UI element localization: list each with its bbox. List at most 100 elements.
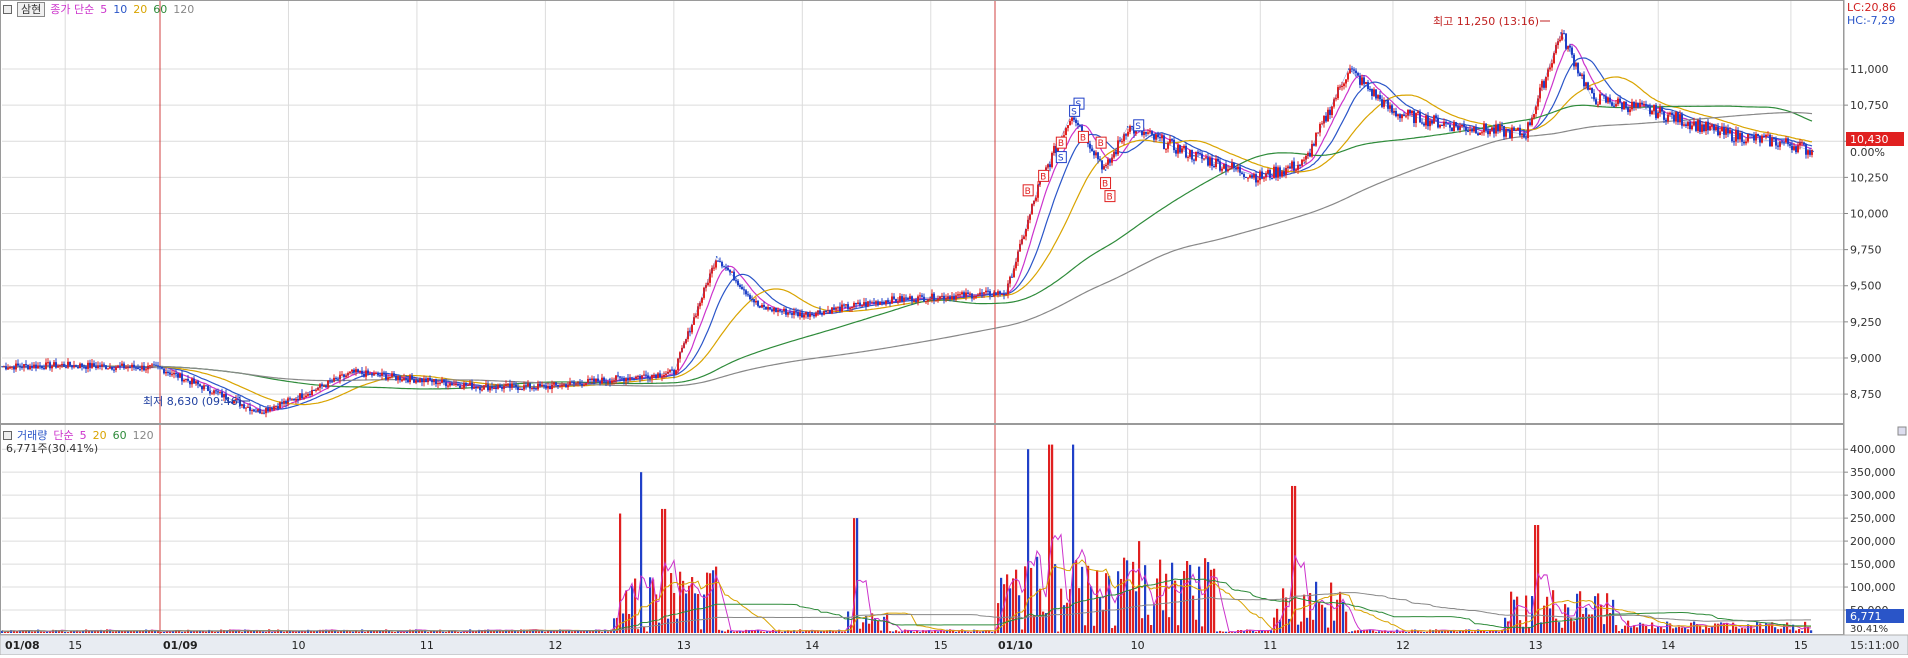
volume-panel-frame bbox=[0, 424, 1844, 635]
candle-body bbox=[1523, 133, 1525, 138]
volume-bar bbox=[1588, 614, 1591, 633]
candle-body bbox=[1225, 163, 1227, 172]
candle-body bbox=[463, 383, 465, 388]
volume-bar bbox=[706, 572, 709, 633]
panel-collapse-button[interactable] bbox=[1897, 426, 1907, 436]
candle-body bbox=[879, 301, 881, 305]
candle-body bbox=[1581, 74, 1583, 77]
volume-bar bbox=[1039, 588, 1042, 633]
menu-square-icon[interactable] bbox=[3, 4, 12, 14]
current-pct-label: 0.00% bbox=[1850, 146, 1885, 159]
candle-body bbox=[575, 383, 577, 385]
volume-bar bbox=[1693, 621, 1696, 633]
candle-body bbox=[1175, 150, 1177, 154]
volume-bar bbox=[787, 630, 790, 633]
candle-body bbox=[325, 385, 327, 388]
candle-body bbox=[207, 385, 209, 391]
volume-bar bbox=[403, 631, 406, 633]
candle-body bbox=[341, 374, 343, 376]
candle-body bbox=[1683, 124, 1685, 126]
candle-body bbox=[1323, 115, 1325, 124]
volume-bar bbox=[16, 631, 19, 633]
candle-body bbox=[559, 386, 561, 388]
volume-bar bbox=[580, 631, 583, 633]
volume-bar bbox=[1612, 599, 1615, 633]
candle-body bbox=[771, 309, 773, 312]
candle-body bbox=[283, 401, 285, 404]
volume-bar bbox=[73, 630, 76, 633]
volume-bar bbox=[1471, 631, 1474, 633]
volume-bar bbox=[1654, 628, 1657, 633]
candle-body bbox=[557, 384, 559, 387]
candle-body bbox=[215, 390, 217, 392]
volume-bar bbox=[631, 586, 634, 633]
candle-body bbox=[1113, 151, 1115, 158]
volume-bar bbox=[358, 631, 361, 633]
candle-body bbox=[509, 383, 511, 388]
candle-body bbox=[1793, 146, 1795, 150]
volume-bar bbox=[871, 613, 874, 633]
volume-bar bbox=[805, 630, 808, 633]
candle-body bbox=[1561, 33, 1563, 40]
candle-body bbox=[1757, 133, 1759, 136]
candle-body bbox=[1417, 111, 1419, 114]
time-tick-label: 11 bbox=[1263, 639, 1277, 652]
candle-body bbox=[255, 411, 257, 413]
volume-bar bbox=[1162, 610, 1165, 633]
volume-bar bbox=[607, 631, 610, 633]
volume-bar bbox=[925, 630, 928, 633]
volume-bar bbox=[679, 571, 682, 633]
candle-body bbox=[1555, 45, 1557, 54]
candle-body bbox=[1583, 74, 1585, 87]
candle-body bbox=[1247, 177, 1249, 179]
candle-body bbox=[111, 366, 113, 370]
volume-bar bbox=[1084, 625, 1087, 633]
volume-bar bbox=[232, 630, 235, 633]
price-point bbox=[64, 364, 66, 367]
candle-body bbox=[225, 393, 227, 400]
volume-bar bbox=[1099, 596, 1102, 633]
candle-body bbox=[1001, 294, 1003, 296]
candle-body bbox=[561, 384, 563, 387]
candle-body bbox=[25, 364, 27, 366]
volume-bar bbox=[184, 631, 187, 633]
menu-square-icon[interactable] bbox=[3, 430, 12, 440]
candle-body bbox=[1505, 129, 1507, 137]
volume-bar bbox=[1375, 631, 1378, 633]
candle-body bbox=[1525, 137, 1527, 139]
candle-body bbox=[845, 304, 847, 306]
stock-name-button[interactable]: 삼현 bbox=[17, 1, 46, 17]
candle-body bbox=[1007, 283, 1009, 295]
candle-body bbox=[1769, 134, 1771, 147]
candle-body bbox=[1155, 134, 1157, 140]
candle-body bbox=[115, 367, 117, 370]
candle-body bbox=[1789, 144, 1791, 146]
volume-bar bbox=[1036, 556, 1039, 633]
candle-body bbox=[1121, 141, 1123, 143]
candle-body bbox=[1677, 112, 1679, 123]
candle-body bbox=[247, 406, 249, 408]
candle-body bbox=[33, 364, 35, 368]
candle-body bbox=[153, 364, 155, 366]
volume-bar bbox=[1060, 588, 1063, 633]
candle-body bbox=[499, 385, 501, 387]
volume-bar bbox=[658, 622, 661, 633]
volume-bar bbox=[154, 631, 157, 633]
candle-body bbox=[1809, 150, 1811, 155]
candle-body bbox=[465, 383, 467, 386]
candle-body bbox=[1645, 104, 1647, 106]
volume-bar bbox=[1723, 622, 1726, 633]
volume-bar bbox=[250, 630, 253, 633]
volume-bar bbox=[751, 629, 754, 633]
candle-body bbox=[289, 398, 291, 400]
volume-bar bbox=[217, 631, 220, 633]
volume-bar bbox=[1372, 630, 1375, 633]
volume-bar bbox=[370, 630, 373, 633]
volume-bar bbox=[97, 630, 100, 633]
price-tick-label: 10,750 bbox=[1850, 99, 1889, 112]
candle-body bbox=[761, 305, 763, 308]
candle-body bbox=[67, 361, 69, 368]
volume-bar bbox=[748, 630, 751, 633]
volume-bar bbox=[1285, 597, 1288, 633]
